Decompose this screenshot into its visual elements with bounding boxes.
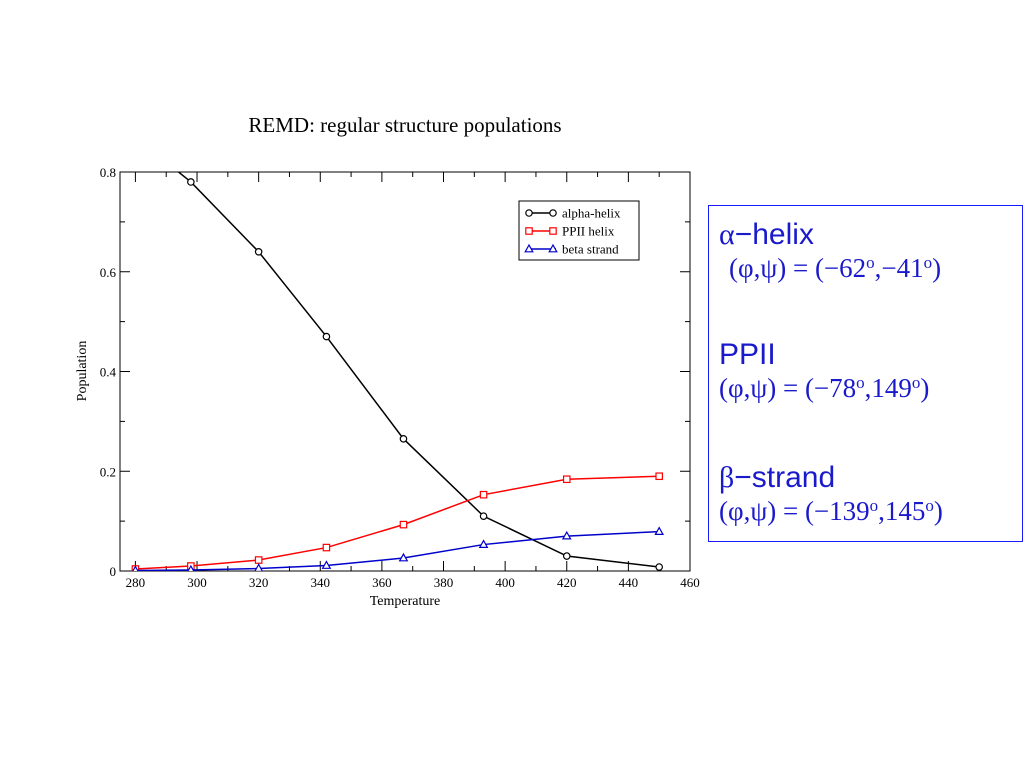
population-chart: REMD: regular structure populations 280 3… bbox=[75, 113, 700, 609]
x-tick-label: 300 bbox=[187, 575, 207, 590]
y-axis-label: Population bbox=[75, 341, 90, 402]
x-tick-label: 320 bbox=[249, 575, 269, 590]
beta-strand-point bbox=[321, 560, 332, 569]
alpha-helix-entry: α−helix (φ,ψ) = (−62o,−41o) bbox=[719, 218, 941, 284]
beta-strand-point bbox=[398, 552, 409, 562]
ppii-helix-point bbox=[562, 475, 571, 484]
beta-strand-line bbox=[135, 530, 660, 571]
beta-strand-point bbox=[561, 530, 572, 540]
legend-item-alpha-helix: alpha-helix bbox=[525, 206, 621, 221]
alpha-helix-point bbox=[322, 332, 331, 341]
x-tick-label: 420 bbox=[557, 575, 577, 590]
legend-item-beta-strand: beta strand bbox=[524, 242, 619, 257]
y-tick-label: 0.8 bbox=[100, 165, 116, 180]
y-tick-label: 0.2 bbox=[100, 464, 116, 479]
ppii-helix-point bbox=[399, 520, 408, 529]
legend-marker bbox=[549, 209, 557, 217]
beta-strand-point bbox=[187, 564, 195, 571]
dihedral-angle-box: α−helix (φ,ψ) = (−62o,−41o) PPII (φ,ψ) =… bbox=[708, 205, 1023, 542]
alpha-helix-point bbox=[655, 563, 663, 571]
ppii-helix-point bbox=[322, 543, 331, 552]
x-tick-label: 460 bbox=[680, 575, 700, 590]
y-tick-label: 0.6 bbox=[100, 265, 117, 280]
alpha-helix-label: −helix bbox=[734, 218, 814, 251]
beta-strand-point bbox=[478, 539, 489, 548]
x-tick-label: 380 bbox=[434, 575, 454, 590]
ppii-label: PPII bbox=[719, 338, 776, 371]
legend-marker bbox=[525, 227, 533, 235]
legend-marker bbox=[549, 227, 557, 235]
ppii-helix-point bbox=[254, 556, 263, 564]
alpha-helix-point bbox=[187, 178, 195, 186]
legend-label: alpha-helix bbox=[562, 206, 621, 221]
x-tick-label: 340 bbox=[311, 575, 331, 590]
alpha-helix-point bbox=[562, 552, 571, 560]
beta-strand-entry: β−strand (φ,ψ) = (−139o,145o) bbox=[719, 461, 943, 527]
alpha-helix-point bbox=[479, 512, 488, 520]
beta-strand-point bbox=[254, 563, 263, 571]
beta-strand-point bbox=[132, 565, 139, 571]
alpha-symbol: α bbox=[719, 218, 735, 251]
beta-strand-point bbox=[654, 526, 665, 535]
legend-label: PPII helix bbox=[562, 224, 615, 239]
alpha-helix-point bbox=[254, 248, 263, 256]
alpha-helix-point bbox=[132, 134, 138, 140]
legend-item-ppii-helix: PPII helix bbox=[525, 224, 615, 239]
legend-marker bbox=[524, 243, 534, 253]
legend-marker bbox=[548, 243, 558, 253]
y-tick-label: 0 bbox=[110, 564, 117, 579]
series-layer bbox=[131, 134, 665, 571]
ppii-helix-line bbox=[135, 475, 660, 570]
y-tick-label: 0.4 bbox=[100, 365, 117, 380]
ppii-helix-point bbox=[655, 472, 663, 481]
alpha-helix-point bbox=[399, 435, 408, 443]
alpha-helix-line bbox=[177, 172, 660, 568]
beta-strand-series bbox=[132, 526, 665, 571]
ppii-helix-point bbox=[479, 490, 488, 499]
legend: alpha-helix PPII helix beta strand bbox=[518, 200, 640, 261]
ppii-angles: (φ,ψ) = (−78o,149o) bbox=[719, 373, 930, 403]
x-tick-label: 280 bbox=[126, 575, 146, 590]
legend-label: beta strand bbox=[562, 242, 619, 257]
chart-title: REMD: regular structure populations bbox=[248, 113, 561, 137]
axes: 280 300 320 340 360 380 400 420 440 460 0 0.2 0.4 0.6… bbox=[100, 165, 700, 590]
beta-strand-angles: (φ,ψ) = (−139o,145o) bbox=[719, 496, 943, 526]
x-tick-label: 440 bbox=[619, 575, 639, 590]
x-tick-label: 400 bbox=[495, 575, 515, 590]
x-axis-label: Temperature bbox=[370, 594, 441, 609]
beta-symbol: β bbox=[719, 461, 735, 494]
alpha-helix-series bbox=[132, 134, 663, 571]
beta-strand-label: −strand bbox=[734, 461, 836, 494]
ppii-entry: PPII (φ,ψ) = (−78o,149o) bbox=[719, 338, 929, 404]
alpha-helix-angles: (φ,ψ) = (−62o,−41o) bbox=[729, 253, 942, 283]
x-tick-label: 360 bbox=[372, 575, 392, 590]
legend-marker bbox=[525, 209, 533, 217]
